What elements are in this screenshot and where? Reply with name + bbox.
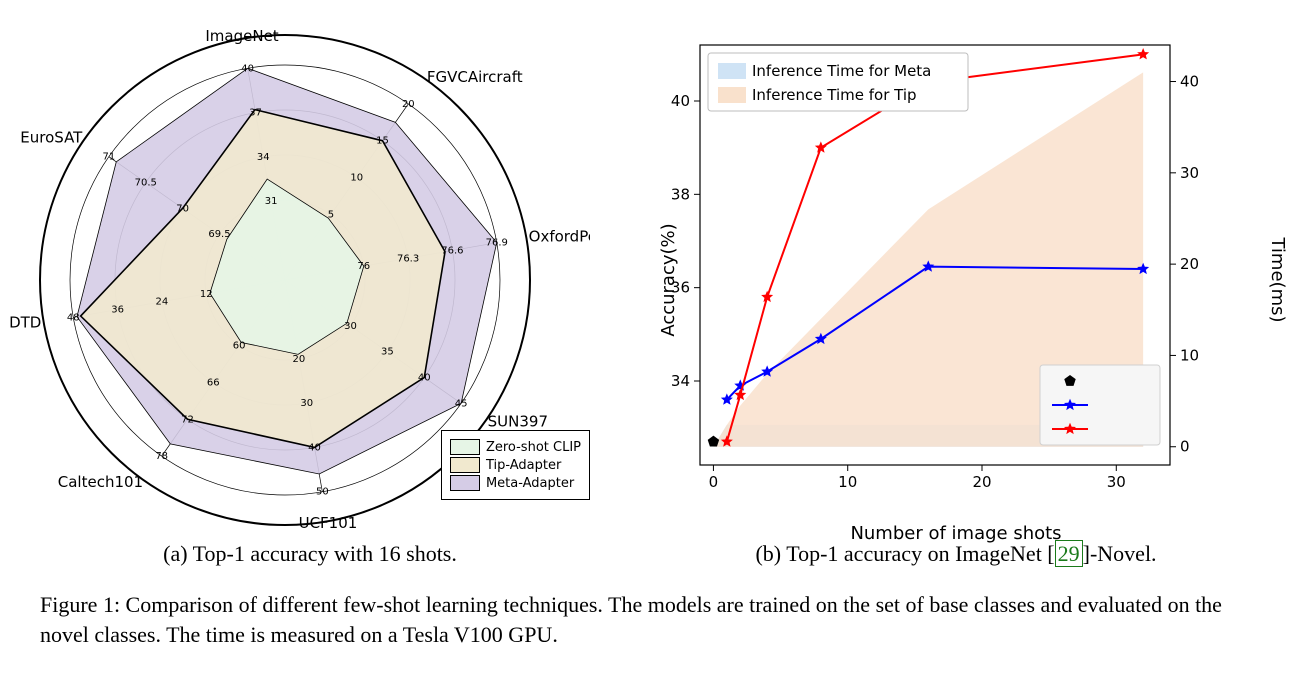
subcaption-b: (b) Top-1 accuracy on ImageNet [29]-Nove… xyxy=(620,541,1292,567)
svg-text:UCF101: UCF101 xyxy=(299,514,358,530)
svg-text:40: 40 xyxy=(241,63,254,74)
svg-text:31: 31 xyxy=(265,196,278,207)
svg-text:Inference Time for Tip: Inference Time for Tip xyxy=(752,86,917,104)
svg-text:5: 5 xyxy=(328,209,334,220)
svg-text:69.5: 69.5 xyxy=(208,229,230,240)
svg-text:34: 34 xyxy=(257,152,270,163)
svg-text:45: 45 xyxy=(455,398,468,409)
y-axis-right-label: Time(ms) xyxy=(1267,237,1288,322)
svg-text:48: 48 xyxy=(67,312,80,323)
svg-text:SUN397: SUN397 xyxy=(488,412,548,430)
svg-text:38: 38 xyxy=(671,185,690,203)
svg-text:78: 78 xyxy=(155,451,168,462)
figure-caption: Figure 1: Comparison of different few-sh… xyxy=(40,590,1252,649)
svg-text:20: 20 xyxy=(1180,255,1199,273)
svg-text:24: 24 xyxy=(156,297,169,308)
svg-text:0: 0 xyxy=(1180,438,1190,456)
svg-text:76: 76 xyxy=(357,261,370,272)
svg-text:15: 15 xyxy=(376,136,389,147)
svg-text:12: 12 xyxy=(200,289,213,300)
svg-text:40: 40 xyxy=(1180,73,1199,91)
svg-text:20: 20 xyxy=(972,473,991,491)
svg-text:40: 40 xyxy=(308,442,321,453)
svg-text:76.6: 76.6 xyxy=(441,245,463,256)
svg-text:72: 72 xyxy=(181,414,194,425)
svg-text:Inference Time for Meta: Inference Time for Meta xyxy=(752,62,931,80)
line-chart: 010203034363840010203040Inference Time f… xyxy=(620,10,1250,530)
svg-text:30: 30 xyxy=(1107,473,1126,491)
svg-text:0: 0 xyxy=(709,473,719,491)
svg-text:30: 30 xyxy=(1180,164,1199,182)
citation-link[interactable]: 29 xyxy=(1055,540,1083,567)
svg-text:40: 40 xyxy=(418,373,431,384)
svg-text:36: 36 xyxy=(111,305,124,316)
figure-root: 31 34 37 40 5 10 15 20 76 76.3 76.6 76.9 30 35 40 45 20 3… xyxy=(0,0,1292,679)
svg-text:OxfordPets: OxfordPets xyxy=(529,228,590,246)
svg-text:76.9: 76.9 xyxy=(486,238,508,249)
x-axis-label: Number of image shots xyxy=(620,523,1292,544)
svg-text:30: 30 xyxy=(344,321,357,332)
svg-text:ImageNet: ImageNet xyxy=(205,27,278,45)
svg-text:70: 70 xyxy=(176,203,189,214)
svg-text:EuroSAT: EuroSAT xyxy=(20,129,83,147)
panels: 31 34 37 40 5 10 15 20 76 76.3 76.6 76.9 30 35 40 45 20 3… xyxy=(0,0,1292,550)
svg-text:10: 10 xyxy=(1180,346,1199,364)
svg-text:20: 20 xyxy=(293,354,306,365)
citation-number: 29 xyxy=(1055,540,1083,567)
svg-text:71: 71 xyxy=(103,152,116,163)
svg-text:76.3: 76.3 xyxy=(397,253,419,264)
svg-text:10: 10 xyxy=(350,173,363,184)
subcaption-a: (a) Top-1 accuracy with 16 shots. xyxy=(0,541,620,567)
radar-legend: Zero-shot CLIPTip-AdapterMeta-Adapter xyxy=(441,430,590,500)
svg-text:20: 20 xyxy=(402,99,415,110)
line-panel: Accuracy(%) Time(ms) 0102030343638400102… xyxy=(620,10,1292,550)
svg-text:50: 50 xyxy=(316,487,329,498)
svg-text:35: 35 xyxy=(381,347,394,358)
svg-text:DTD: DTD xyxy=(9,313,41,331)
svg-text:FGVCAircraft: FGVCAircraft xyxy=(427,68,523,86)
svg-text:66: 66 xyxy=(207,377,220,388)
svg-text:34: 34 xyxy=(671,372,690,390)
svg-text:30: 30 xyxy=(300,398,313,409)
radar-panel: 31 34 37 40 5 10 15 20 76 76.3 76.6 76.9 30 35 40 45 20 3… xyxy=(0,10,620,550)
subcaption-b-prefix: (b) Top-1 accuracy on ImageNet [ xyxy=(755,541,1054,566)
subcaption-b-suffix: ]-Novel. xyxy=(1083,541,1157,566)
svg-text:Caltech101: Caltech101 xyxy=(58,473,143,491)
svg-text:10: 10 xyxy=(838,473,857,491)
svg-text:40: 40 xyxy=(671,92,690,110)
y-axis-left-label: Accuracy(%) xyxy=(658,223,679,336)
svg-text:60: 60 xyxy=(233,341,246,352)
svg-text:37: 37 xyxy=(249,108,262,119)
svg-text:70.5: 70.5 xyxy=(135,177,157,188)
